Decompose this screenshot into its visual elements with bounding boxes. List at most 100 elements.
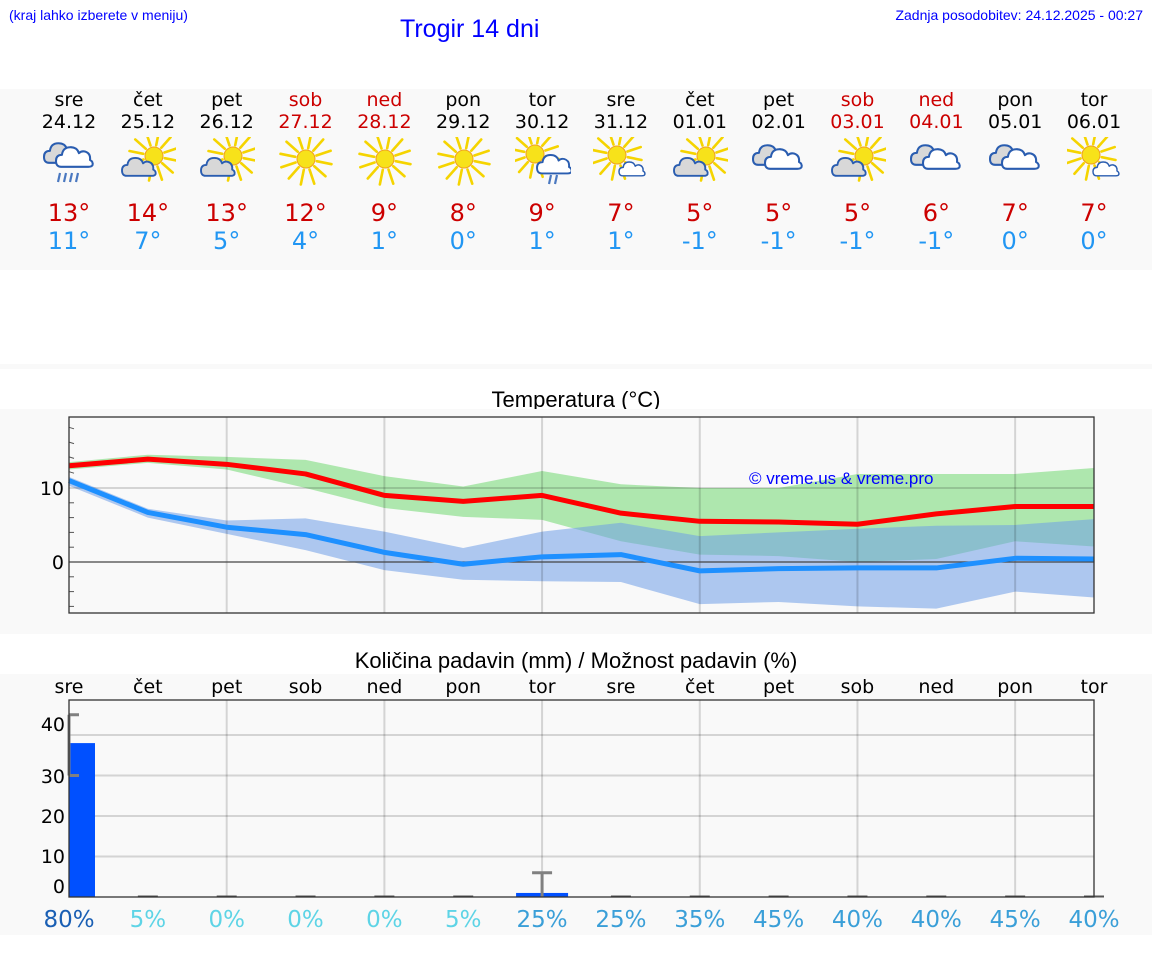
max-temperature: 14° [126, 199, 170, 227]
y-tick-label: 20 [41, 806, 65, 828]
precipitation-probability: 40% [1068, 907, 1119, 933]
precipitation-probability: 40% [832, 907, 883, 933]
day-date: 28.12 [357, 111, 412, 133]
day-date: 27.12 [278, 111, 333, 133]
min-temperature: 0° [1080, 227, 1108, 255]
day-date: 04.01 [909, 111, 964, 133]
day-label: čet [685, 676, 715, 698]
max-temperature: 5° [686, 199, 714, 227]
day-date: 02.01 [751, 111, 806, 133]
location-menu-hint: (kraj lahko izberete v meniju) [9, 7, 188, 23]
max-temperature: 7° [1080, 199, 1108, 227]
day-label: pet [211, 676, 242, 698]
min-temperature: 7° [134, 227, 162, 255]
page-title: Trogir 14 dni [400, 15, 540, 43]
min-temperature: -1° [839, 227, 876, 255]
day-date: 24.12 [41, 111, 97, 133]
precipitation-chart: sre čet pet sob ned pon tor sre čet pet sob ned pon t… [0, 674, 1152, 935]
precipitation-probability: 5% [130, 907, 167, 933]
max-temperature: 6° [922, 199, 950, 227]
day-name: čet [133, 89, 163, 111]
day-label: ned [366, 676, 402, 698]
day-name: tor [528, 89, 556, 111]
precipitation-probability: 0% [366, 907, 403, 933]
clouds-icon [909, 137, 965, 187]
day-label: čet [133, 676, 163, 698]
y-tick-label: 10 [40, 478, 64, 500]
day-date: 03.01 [830, 111, 885, 133]
day-name: pet [763, 89, 795, 111]
y-tick-label: 0 [53, 876, 65, 898]
copyright-watermark: © vreme.us & vreme.pro [749, 469, 933, 488]
divider [0, 364, 1152, 369]
day-date: 31.12 [593, 111, 649, 133]
temperature-chart-title: Temperatura (°C) [491, 387, 661, 412]
day-label: pon [445, 676, 481, 698]
min-temperature: 1° [370, 227, 399, 255]
precipitation-probability: 25% [595, 907, 646, 933]
min-temperature: 0° [1001, 227, 1029, 255]
max-temperature: 13° [205, 199, 248, 227]
sun-small-cloud-icon [591, 129, 649, 187]
precipitation-probability: 45% [753, 907, 804, 933]
day-name: pet [211, 89, 243, 111]
max-temperature: 5° [765, 199, 793, 227]
day-date: 25.12 [120, 111, 176, 133]
y-tick-label: 10 [41, 846, 65, 868]
precipitation-probability: 0% [208, 907, 245, 933]
day-name: ned [918, 89, 955, 111]
precipitation-probability: 40% [911, 907, 962, 933]
clouds-icon [751, 137, 807, 187]
day-date: 29.12 [436, 111, 491, 133]
clouds-icon [988, 137, 1044, 187]
sun-small-cloud-icon [1064, 129, 1123, 187]
y-tick-label: 30 [41, 766, 65, 788]
min-temperature: 4° [291, 227, 320, 255]
precipitation-probability: 25% [517, 907, 568, 933]
day-name: čet [685, 89, 715, 111]
day-label: sre [606, 676, 635, 698]
day-name: sre [606, 89, 636, 111]
sun-cloud-icon [199, 130, 259, 187]
max-temperature: 5° [843, 199, 872, 227]
day-name: ned [366, 89, 403, 111]
day-date: 06.01 [1066, 111, 1122, 133]
precipitation-probability: 45% [990, 907, 1041, 933]
day-label: sob [841, 676, 875, 698]
sun-cloud-shower-icon [509, 129, 573, 187]
min-temperature: 1° [528, 227, 556, 255]
precipitation-probability: 5% [445, 907, 482, 933]
day-label: tor [1081, 676, 1108, 698]
precipitation-bar [69, 743, 95, 897]
min-temperature: 0° [449, 227, 477, 255]
day-name: pon [997, 89, 1034, 111]
sun-icon [278, 132, 334, 187]
day-date: 01.01 [672, 111, 727, 133]
day-date: 05.01 [987, 111, 1043, 133]
precipitation-probability: 80% [43, 907, 94, 933]
day-name: sob [288, 89, 323, 111]
day-label: ned [918, 676, 954, 698]
max-temperature: 13° [47, 199, 91, 227]
day-label: pet [763, 676, 794, 698]
temperature-chart: 10 0 © vreme.us & vreme.pro [0, 409, 1152, 634]
sun-icon [436, 132, 492, 187]
max-temperature: 7° [1001, 199, 1029, 227]
precipitation-probability: 0% [287, 907, 324, 933]
min-temperature: -1° [681, 227, 718, 255]
max-temperature: 7° [607, 199, 635, 227]
cloud-rain-icon [42, 137, 98, 187]
min-temperature: -1° [918, 227, 955, 255]
last-updated: Zadnja posodobitev: 24.12.2025 - 00:27 [895, 7, 1143, 23]
sun-cloud-icon [672, 130, 733, 187]
precipitation-probability: 35% [674, 907, 725, 933]
min-temperature: 1° [607, 227, 635, 255]
min-temperature: -1° [760, 227, 797, 255]
max-temperature: 9° [528, 199, 556, 227]
day-label: sre [55, 676, 84, 698]
y-tick-label: 40 [41, 714, 65, 736]
min-temperature: 5° [213, 227, 241, 255]
sun-icon [357, 132, 413, 187]
sun-cloud-icon [830, 130, 890, 187]
max-temperature: 8° [449, 199, 477, 227]
